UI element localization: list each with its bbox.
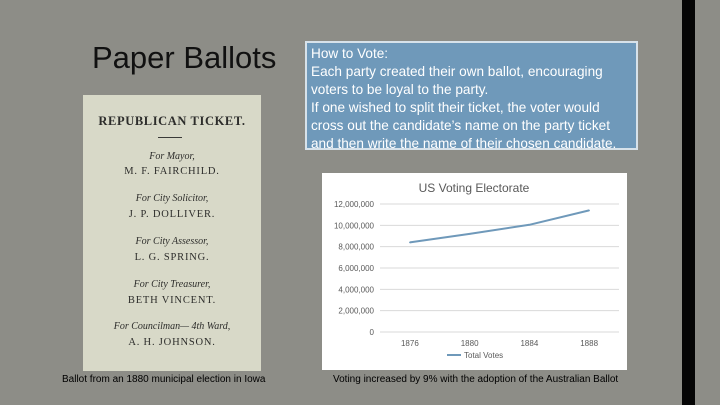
data-point (528, 224, 531, 226)
how-to-vote-line: cross out the candidate’s name on the pa… (311, 118, 610, 133)
ballot-candidate: A. H. JOHNSON. (128, 337, 216, 348)
ballot-heading: REPUBLICAN TICKET. (98, 114, 246, 128)
data-point (409, 241, 411, 244)
legend-label: Total Votes (464, 351, 503, 360)
how-to-vote-line: voters to be loyal to the party. (311, 82, 489, 97)
x-tick-label: 1880 (461, 339, 479, 348)
y-tick-label: 8,000,000 (338, 243, 374, 252)
series-line (409, 209, 590, 244)
x-tick-label: 1888 (580, 339, 598, 348)
chart-title: US Voting Electorate (419, 181, 530, 195)
data-point (468, 233, 471, 235)
how-to-vote-line: Each party created their own ballot, enc… (311, 64, 603, 79)
y-tick-label: 2,000,000 (338, 307, 374, 316)
right-edge-bar (682, 0, 695, 405)
voting-electorate-chart: US Voting Electorate 0 2,000,000 4,000,000… (322, 173, 627, 370)
ballot-caption: Ballot from an 1880 municipal election i… (62, 374, 266, 385)
y-tick-label: 6,000,000 (338, 264, 374, 273)
chart-svg: US Voting Electorate 0 2,000,000 4,000,000… (334, 181, 619, 360)
ballot-candidate: M. F. FAIRCHILD. (124, 166, 220, 177)
how-to-vote-line: How to Vote: (311, 46, 389, 61)
ballot-candidate: J. P. DOLLIVER. (128, 209, 216, 220)
ballot-office: For City Assessor, (135, 236, 209, 247)
y-tick-label: 0 (370, 328, 375, 337)
x-tick-label: 1884 (520, 339, 538, 348)
how-to-vote-line: and then write the name of their chosen … (311, 136, 617, 151)
y-tick-label: 12,000,000 (334, 200, 375, 209)
y-tick-label: 4,000,000 (338, 285, 374, 294)
how-to-vote-line: If one wished to split their ticket, the… (311, 100, 600, 115)
slide-title: Paper Ballots (92, 40, 277, 75)
ballot-image: REPUBLICAN TICKET. For Mayor, M. F. FAIR… (83, 95, 261, 371)
y-tick-label: 10,000,000 (334, 221, 375, 230)
x-tick-label: 1876 (401, 339, 419, 348)
ballot-office: For Councilman— 4th Ward, (113, 321, 231, 332)
ballot-candidate: L. G. SPRING. (134, 252, 210, 263)
how-to-vote-box: How to Vote: Each party created their ow… (305, 41, 638, 151)
ballot-divider (158, 137, 182, 138)
chart-caption: Voting increased by 9% with the adoption… (333, 374, 619, 385)
ballot-office: For City Solicitor, (135, 193, 209, 204)
ballot-office: For City Treasurer, (133, 279, 211, 290)
data-point (588, 209, 590, 212)
ballot-office: For Mayor, (149, 151, 195, 162)
ballot-candidate: BETH VINCENT. (127, 295, 217, 306)
